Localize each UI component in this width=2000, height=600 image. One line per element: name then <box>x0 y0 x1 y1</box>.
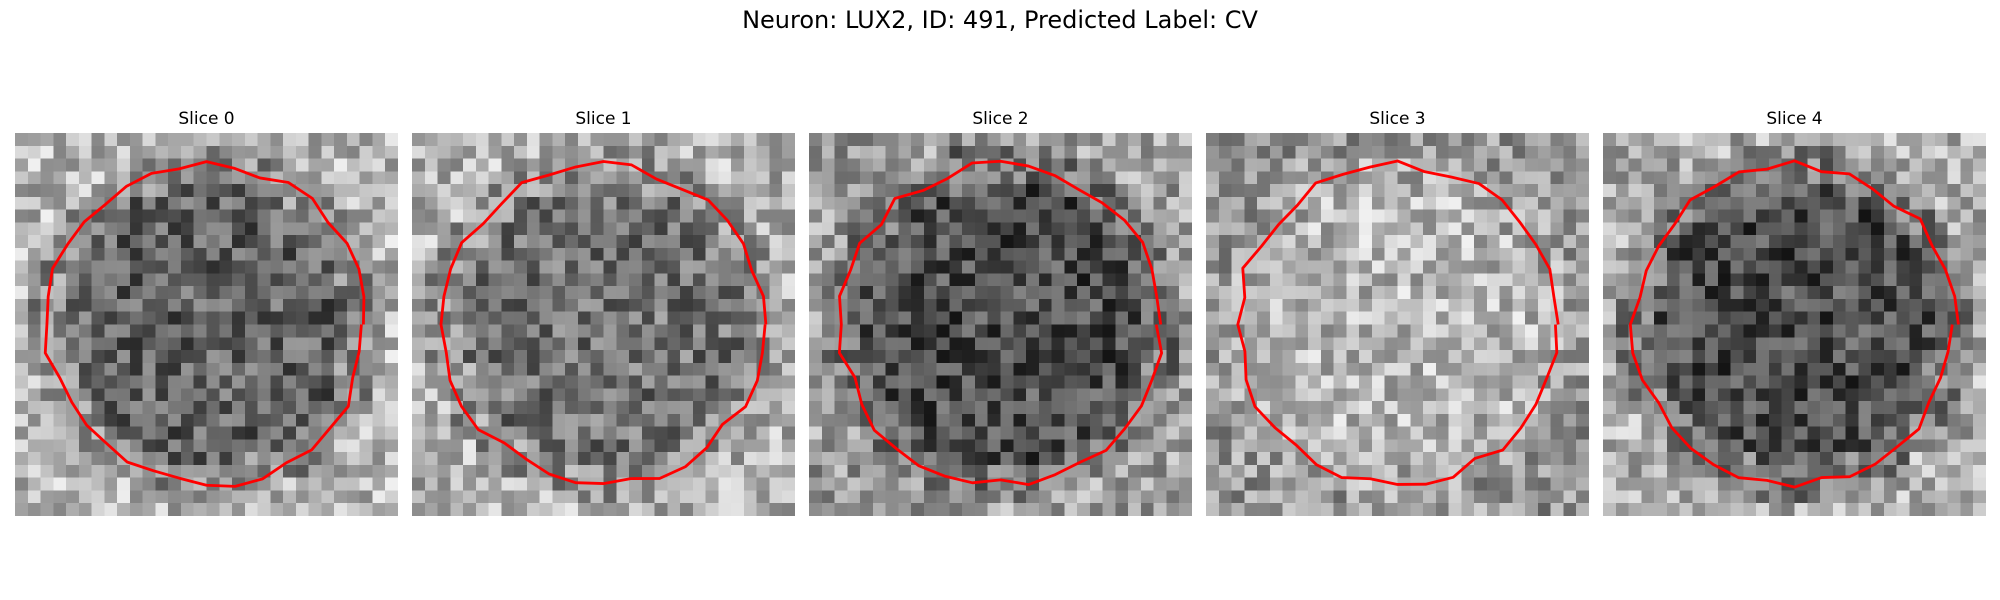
segmentation-contour <box>1628 159 1960 489</box>
panel-title: Slice 0 <box>178 109 235 129</box>
segmentation-contour <box>439 160 768 485</box>
slice-image <box>1603 133 1986 516</box>
panel-title: Slice 1 <box>575 109 632 129</box>
slice-image <box>809 133 1192 516</box>
figure-title: Neuron: LUX2, ID: 491, Predicted Label: … <box>742 6 1258 34</box>
panel-title: Slice 4 <box>1766 109 1823 129</box>
panel-slice-4: Slice 4 <box>1603 108 1986 516</box>
panel-title: Slice 2 <box>972 109 1029 129</box>
panel-slice-1: Slice 1 <box>412 108 795 516</box>
segmentation-contour <box>1236 159 1560 486</box>
panel-title: Slice 3 <box>1369 109 1426 129</box>
segmentation-contour <box>837 159 1164 486</box>
panel-slice-3: Slice 3 <box>1206 108 1589 516</box>
segmentation-contour <box>43 160 366 488</box>
panel-slice-2: Slice 2 <box>809 108 1192 516</box>
slice-image <box>412 133 795 516</box>
panel-slice-0: Slice 0 <box>15 108 398 516</box>
slice-image <box>1206 133 1589 516</box>
slice-image <box>15 133 398 516</box>
